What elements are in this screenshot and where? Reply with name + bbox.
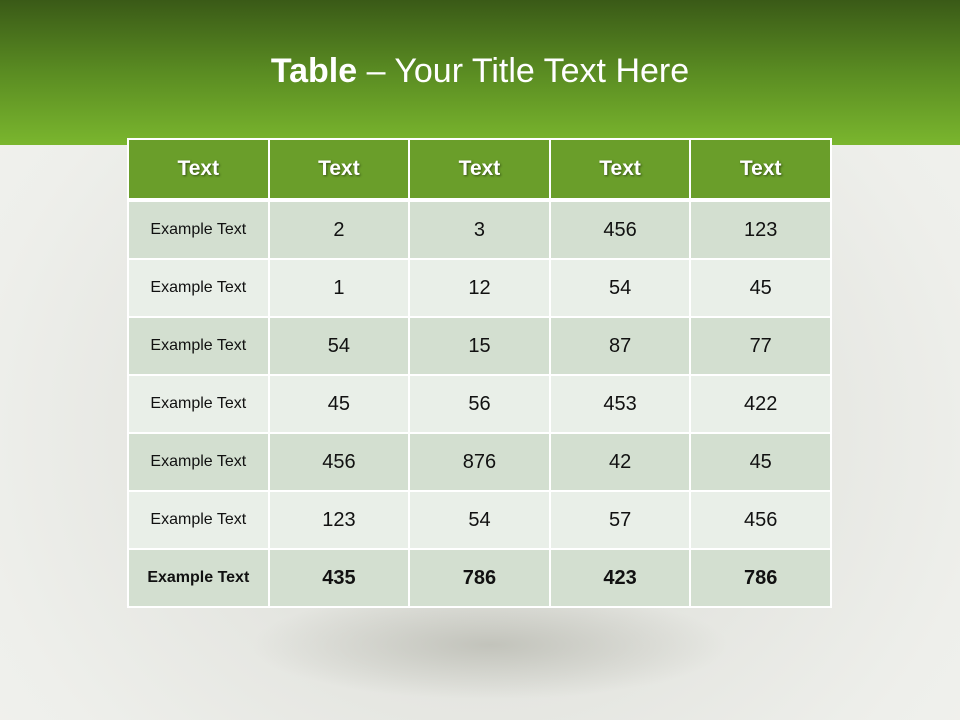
table-cell: 54 — [408, 490, 551, 550]
row-label: Example Text — [127, 199, 270, 260]
row-label: Example Text — [127, 432, 270, 492]
table-cell: 786 — [689, 548, 832, 608]
title-rest: – Your Title Text Here — [357, 52, 690, 90]
total-row: Example Text 435 786 423 786 — [127, 548, 832, 608]
header-band — [0, 0, 960, 145]
table-cell: 77 — [689, 316, 832, 376]
table-cell: 435 — [267, 548, 411, 608]
table-row: Example Text 2 3 456 123 — [127, 199, 832, 260]
table-cell: 123 — [267, 490, 411, 550]
table-cell: 45 — [689, 258, 832, 318]
table-cell: 42 — [548, 432, 692, 492]
row-label: Example Text — [127, 490, 270, 550]
row-label: Example Text — [127, 258, 270, 318]
table-cell: 15 — [408, 316, 551, 376]
table-cell: 57 — [548, 490, 692, 550]
row-label: Example Text — [127, 548, 270, 608]
table-cell: 422 — [689, 374, 832, 434]
table-cell: 45 — [267, 374, 411, 434]
table-cell: 423 — [548, 548, 692, 608]
table-cell: 12 — [408, 258, 551, 318]
table-cell: 123 — [689, 199, 832, 260]
table-cell: 456 — [267, 432, 411, 492]
table-cell: 2 — [267, 199, 411, 260]
table-row: Example Text 54 15 87 77 — [127, 316, 832, 376]
slide-title: Table – Your Title Text Here — [0, 52, 960, 91]
column-header: Text — [127, 138, 270, 202]
table-row: Example Text 123 54 57 456 — [127, 490, 832, 550]
table-cell: 87 — [548, 316, 692, 376]
table-row: Example Text 45 56 453 422 — [127, 374, 832, 434]
column-header: Text — [267, 138, 411, 202]
table-row: Example Text 1 12 54 45 — [127, 258, 832, 318]
column-header: Text — [689, 138, 832, 202]
table-cell: 3 — [408, 199, 551, 260]
row-label: Example Text — [127, 374, 270, 434]
table-cell: 54 — [548, 258, 692, 318]
table-cell: 45 — [689, 432, 832, 492]
column-header: Text — [548, 138, 692, 202]
table-cell: 876 — [408, 432, 551, 492]
row-label: Example Text — [127, 316, 270, 376]
table-cell: 456 — [548, 199, 692, 260]
table-cell: 456 — [689, 490, 832, 550]
table-cell: 54 — [267, 316, 411, 376]
background-hand-image — [250, 590, 730, 700]
table-row: Example Text 456 876 42 45 — [127, 432, 832, 492]
table-cell: 1 — [267, 258, 411, 318]
table-cell: 56 — [408, 374, 551, 434]
title-bold: Table — [270, 52, 358, 90]
data-table: Text Text Text Text Text Example Text 2 3 456 12… — [127, 138, 832, 608]
header-row: Text Text Text Text Text — [127, 138, 832, 202]
column-header: Text — [408, 138, 551, 202]
table-cell: 786 — [408, 548, 551, 608]
table-cell: 453 — [548, 374, 692, 434]
